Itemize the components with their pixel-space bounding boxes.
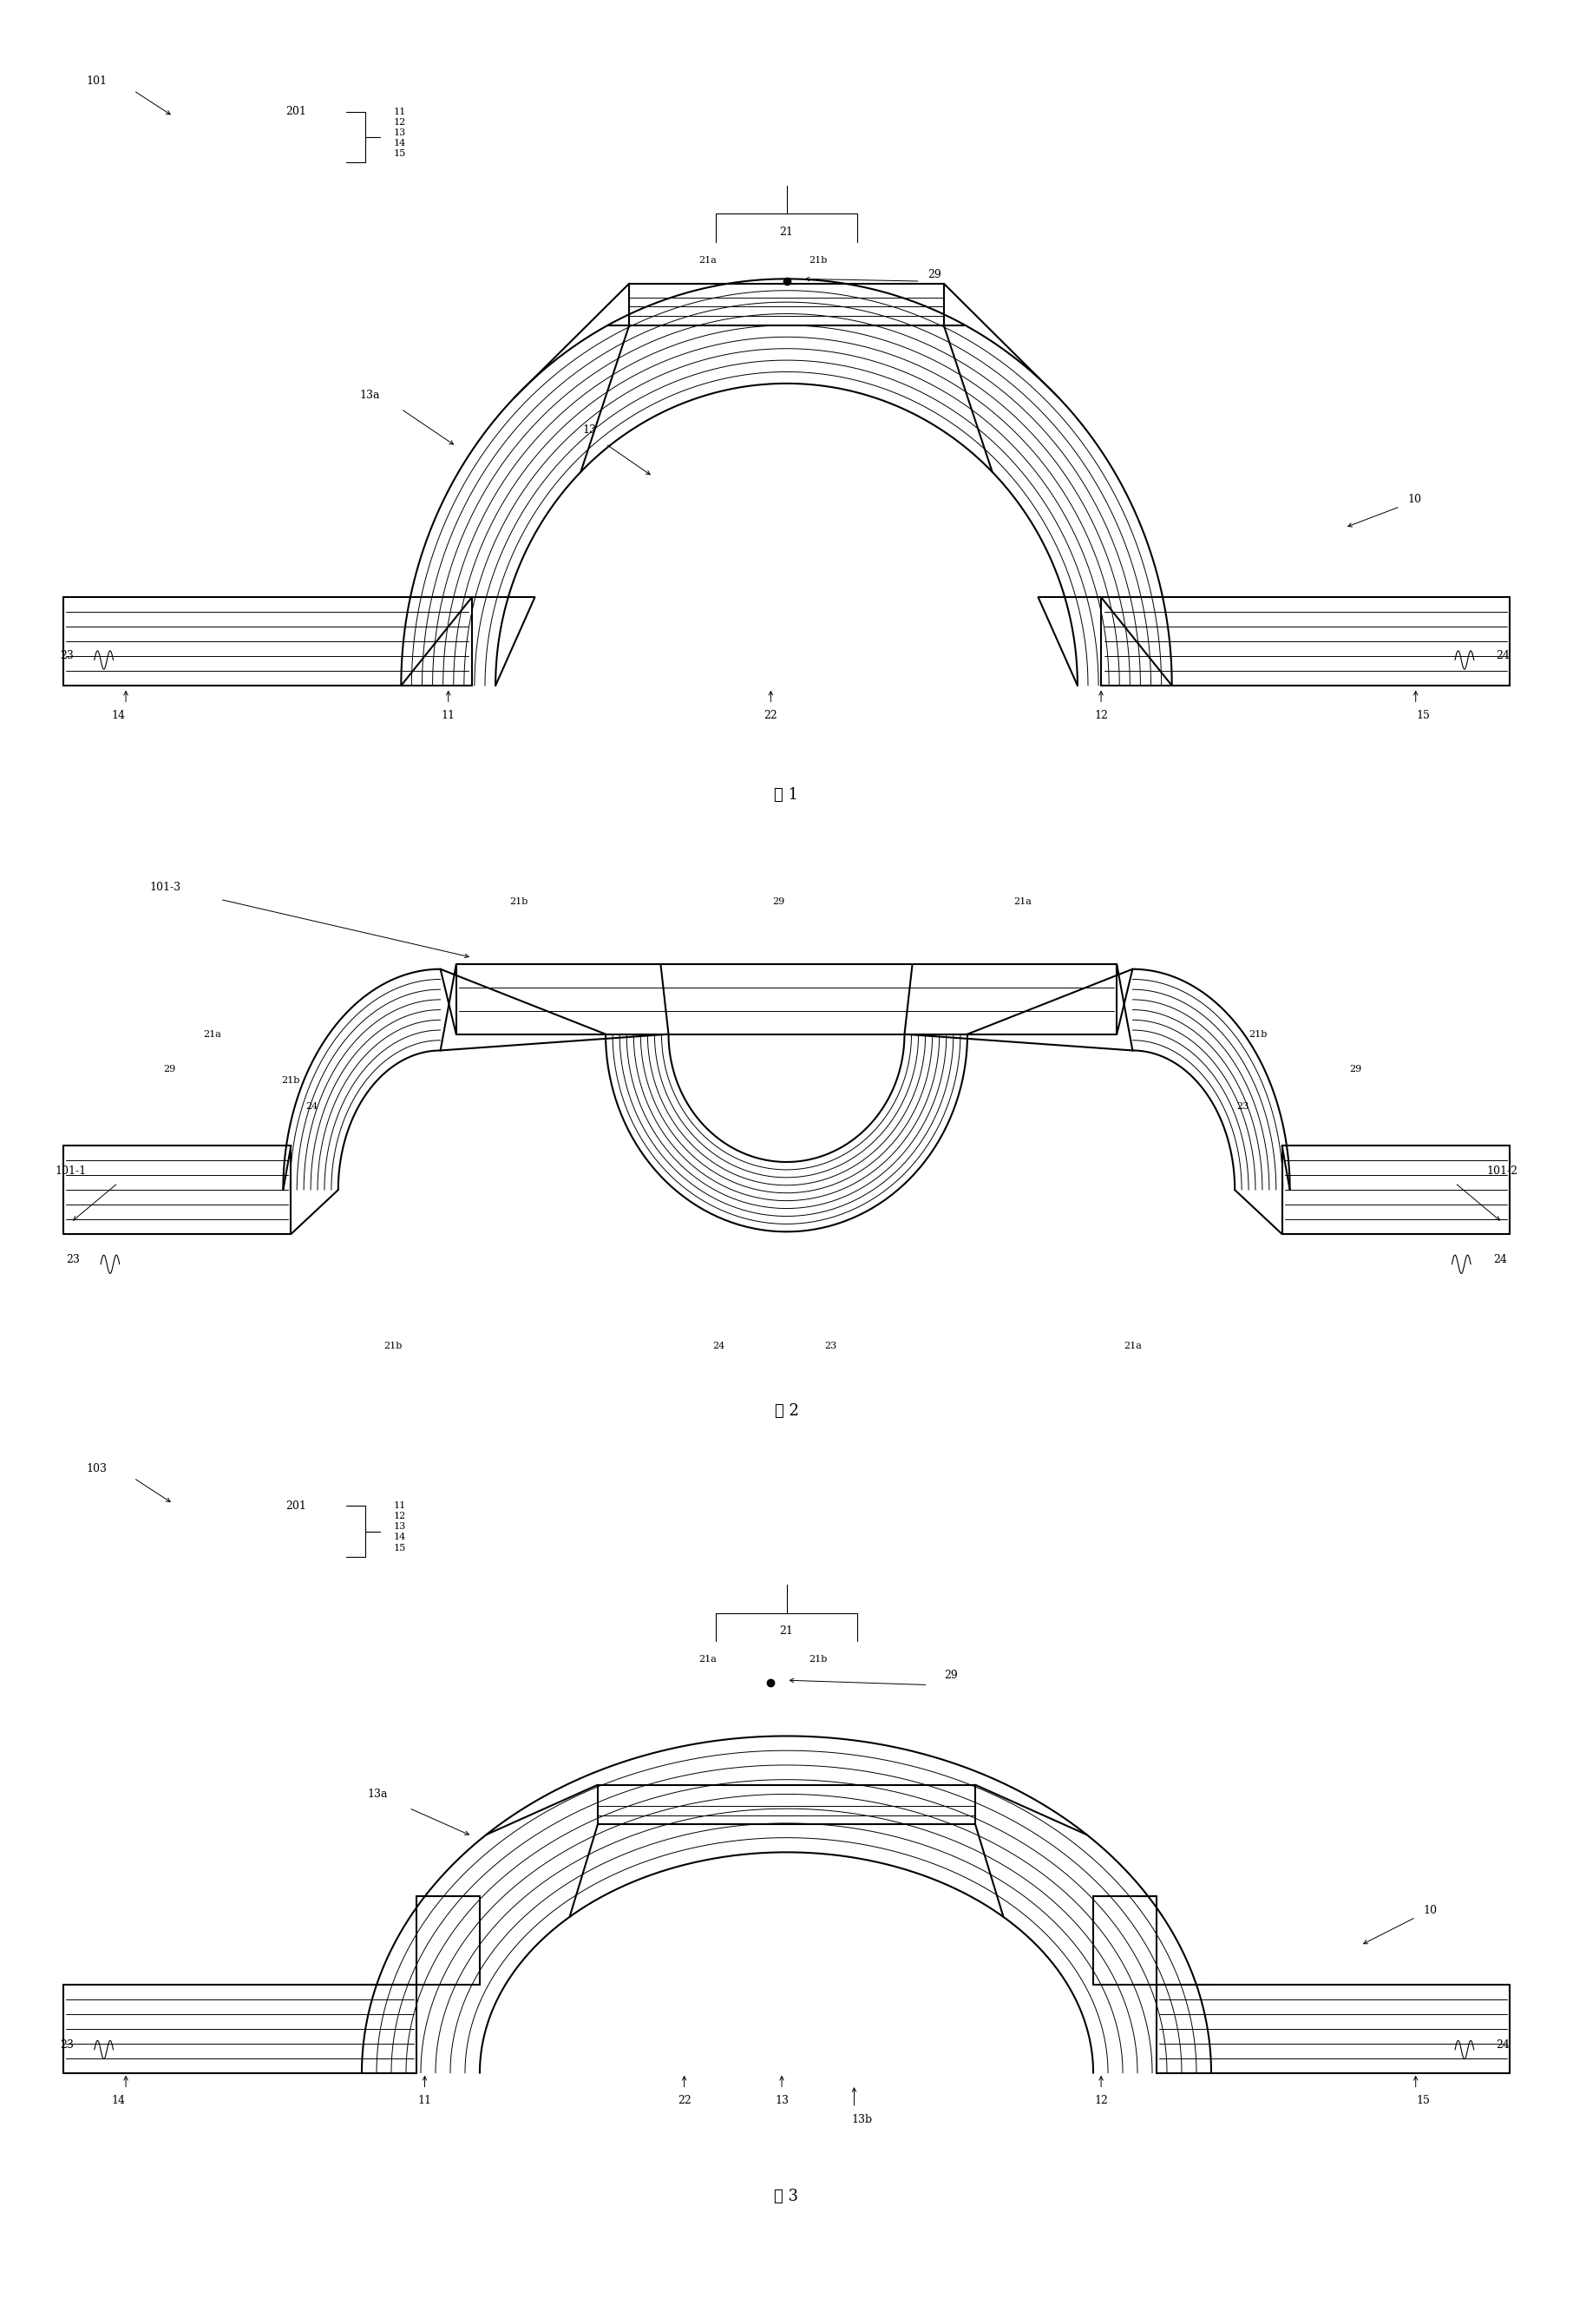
Text: 21b: 21b: [1249, 1030, 1268, 1039]
Text: 23: 23: [60, 651, 74, 660]
Text: 21a: 21a: [203, 1030, 222, 1039]
Text: 201: 201: [286, 107, 307, 116]
Text: 13b: 13b: [851, 2115, 873, 2124]
Text: 23: 23: [1236, 1102, 1249, 1111]
Text: 13: 13: [393, 128, 406, 137]
Text: 101: 101: [87, 77, 107, 86]
Text: 11: 11: [393, 1501, 406, 1511]
Text: 14: 14: [393, 139, 406, 146]
Text: 101-1: 101-1: [55, 1167, 87, 1176]
Text: 图 2: 图 2: [774, 1404, 799, 1418]
Text: 24: 24: [305, 1102, 318, 1111]
Text: 21b: 21b: [809, 1655, 827, 1664]
Text: 21b: 21b: [282, 1076, 300, 1085]
Text: 11: 11: [442, 711, 455, 720]
Text: 10: 10: [1424, 1906, 1438, 1915]
Text: 13: 13: [775, 2096, 788, 2106]
Text: 101-2: 101-2: [1486, 1167, 1518, 1176]
Text: 图 3: 图 3: [774, 2189, 799, 2203]
Text: 22: 22: [678, 2096, 691, 2106]
Text: 11: 11: [418, 2096, 431, 2106]
Text: 24: 24: [1496, 651, 1510, 660]
Text: 15: 15: [393, 1543, 406, 1552]
Text: 21a: 21a: [698, 1655, 717, 1664]
Text: 21b: 21b: [384, 1341, 403, 1350]
Text: 103: 103: [87, 1464, 107, 1473]
Text: 21b: 21b: [809, 256, 827, 265]
Text: 13a: 13a: [368, 1789, 387, 1799]
Text: 24: 24: [1493, 1255, 1507, 1264]
Text: 13: 13: [584, 425, 596, 435]
Text: 23: 23: [60, 2040, 74, 2050]
Text: 10: 10: [1408, 495, 1422, 504]
Text: 图 1: 图 1: [774, 788, 799, 802]
Text: 12: 12: [393, 1513, 406, 1520]
Text: 23: 23: [66, 1255, 80, 1264]
Text: 21a: 21a: [698, 256, 717, 265]
Text: 15: 15: [393, 149, 406, 158]
Text: 23: 23: [824, 1341, 837, 1350]
Text: 12: 12: [1095, 711, 1107, 720]
Text: 14: 14: [393, 1534, 406, 1541]
Text: 29: 29: [772, 897, 785, 906]
Text: 29: 29: [164, 1064, 176, 1074]
Text: 24: 24: [713, 1341, 725, 1350]
Text: 12: 12: [393, 119, 406, 125]
Text: 15: 15: [1417, 711, 1430, 720]
Text: 12: 12: [1095, 2096, 1107, 2106]
Text: 13: 13: [393, 1522, 406, 1532]
Text: 21b: 21b: [510, 897, 529, 906]
Text: 14: 14: [112, 2096, 124, 2106]
Text: 21: 21: [780, 1627, 793, 1636]
Text: 29: 29: [928, 270, 942, 279]
Text: 14: 14: [112, 711, 124, 720]
Text: 29: 29: [1350, 1064, 1362, 1074]
Text: 13a: 13a: [360, 390, 379, 400]
Text: 24: 24: [1496, 2040, 1510, 2050]
Text: 101-3: 101-3: [149, 883, 181, 892]
Text: 21a: 21a: [1013, 897, 1032, 906]
Text: 21a: 21a: [1123, 1341, 1142, 1350]
Text: 22: 22: [764, 711, 777, 720]
Text: 21: 21: [780, 228, 793, 237]
Text: 11: 11: [393, 107, 406, 116]
Text: 15: 15: [1417, 2096, 1430, 2106]
Text: 29: 29: [944, 1671, 958, 1680]
Text: 201: 201: [286, 1501, 307, 1511]
